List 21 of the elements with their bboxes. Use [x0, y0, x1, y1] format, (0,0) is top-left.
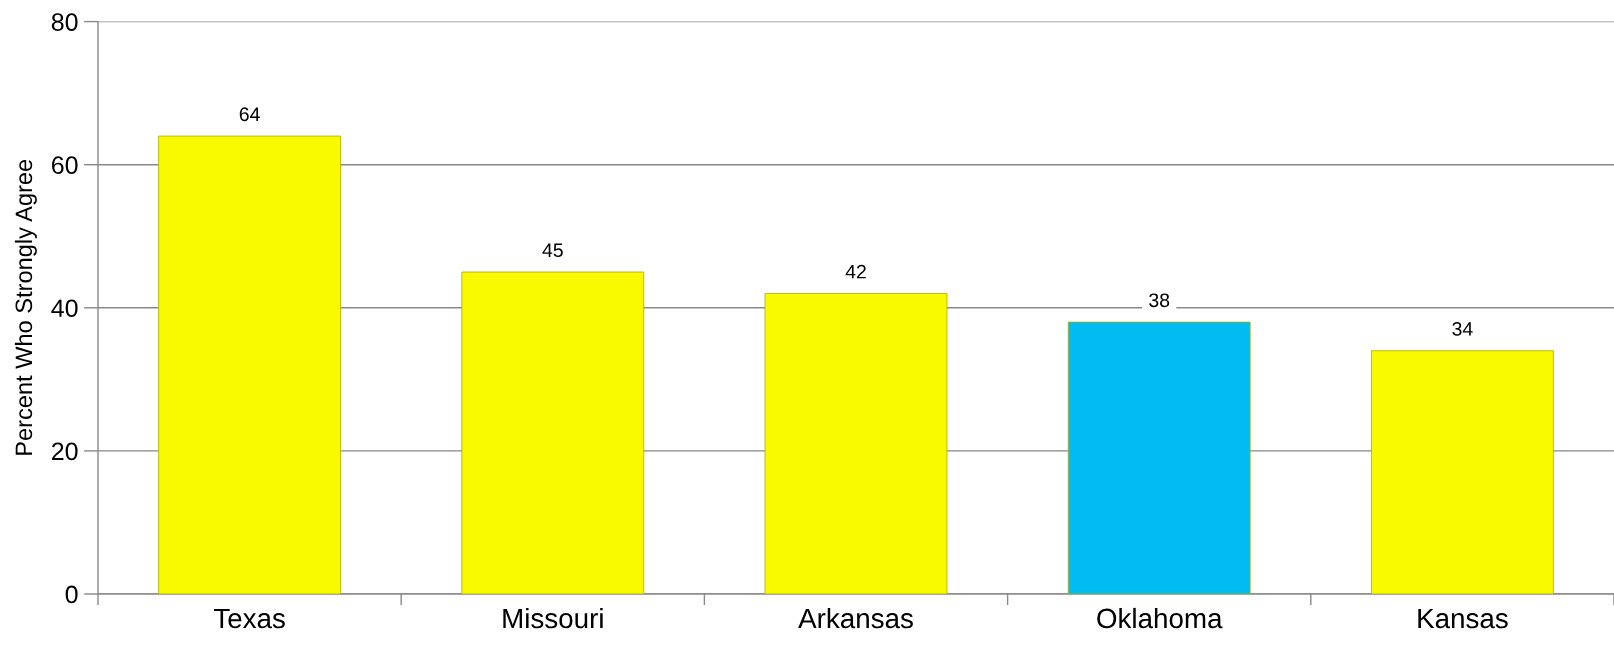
- data-label: 45: [542, 243, 563, 258]
- bar: [1067, 321, 1251, 594]
- x-tick-label: Missouri: [503, 607, 603, 629]
- y-tick-label: 80: [51, 13, 78, 31]
- y-axis-title: Percent Who Strongly Agree: [14, 159, 37, 455]
- y-tick-label: 40: [51, 299, 78, 318]
- bar: [1371, 350, 1554, 594]
- x-tick-label: Texas: [213, 608, 285, 629]
- bar: [158, 135, 341, 594]
- bar: [461, 271, 645, 594]
- x-tick-label: Oklahoma: [1097, 607, 1223, 629]
- x-tick-label: Arkansas: [798, 607, 913, 629]
- data-label: 34: [1452, 322, 1473, 336]
- data-label: 38: [1149, 293, 1170, 308]
- y-tick-label: 20: [52, 442, 78, 461]
- data-label: 64: [239, 107, 260, 122]
- x-tick-label: Kansas: [1418, 608, 1508, 629]
- y-tick-label: 60: [52, 156, 78, 174]
- data-label: 42: [845, 264, 866, 279]
- bar: [764, 293, 948, 594]
- y-tick-label: 0: [65, 585, 78, 604]
